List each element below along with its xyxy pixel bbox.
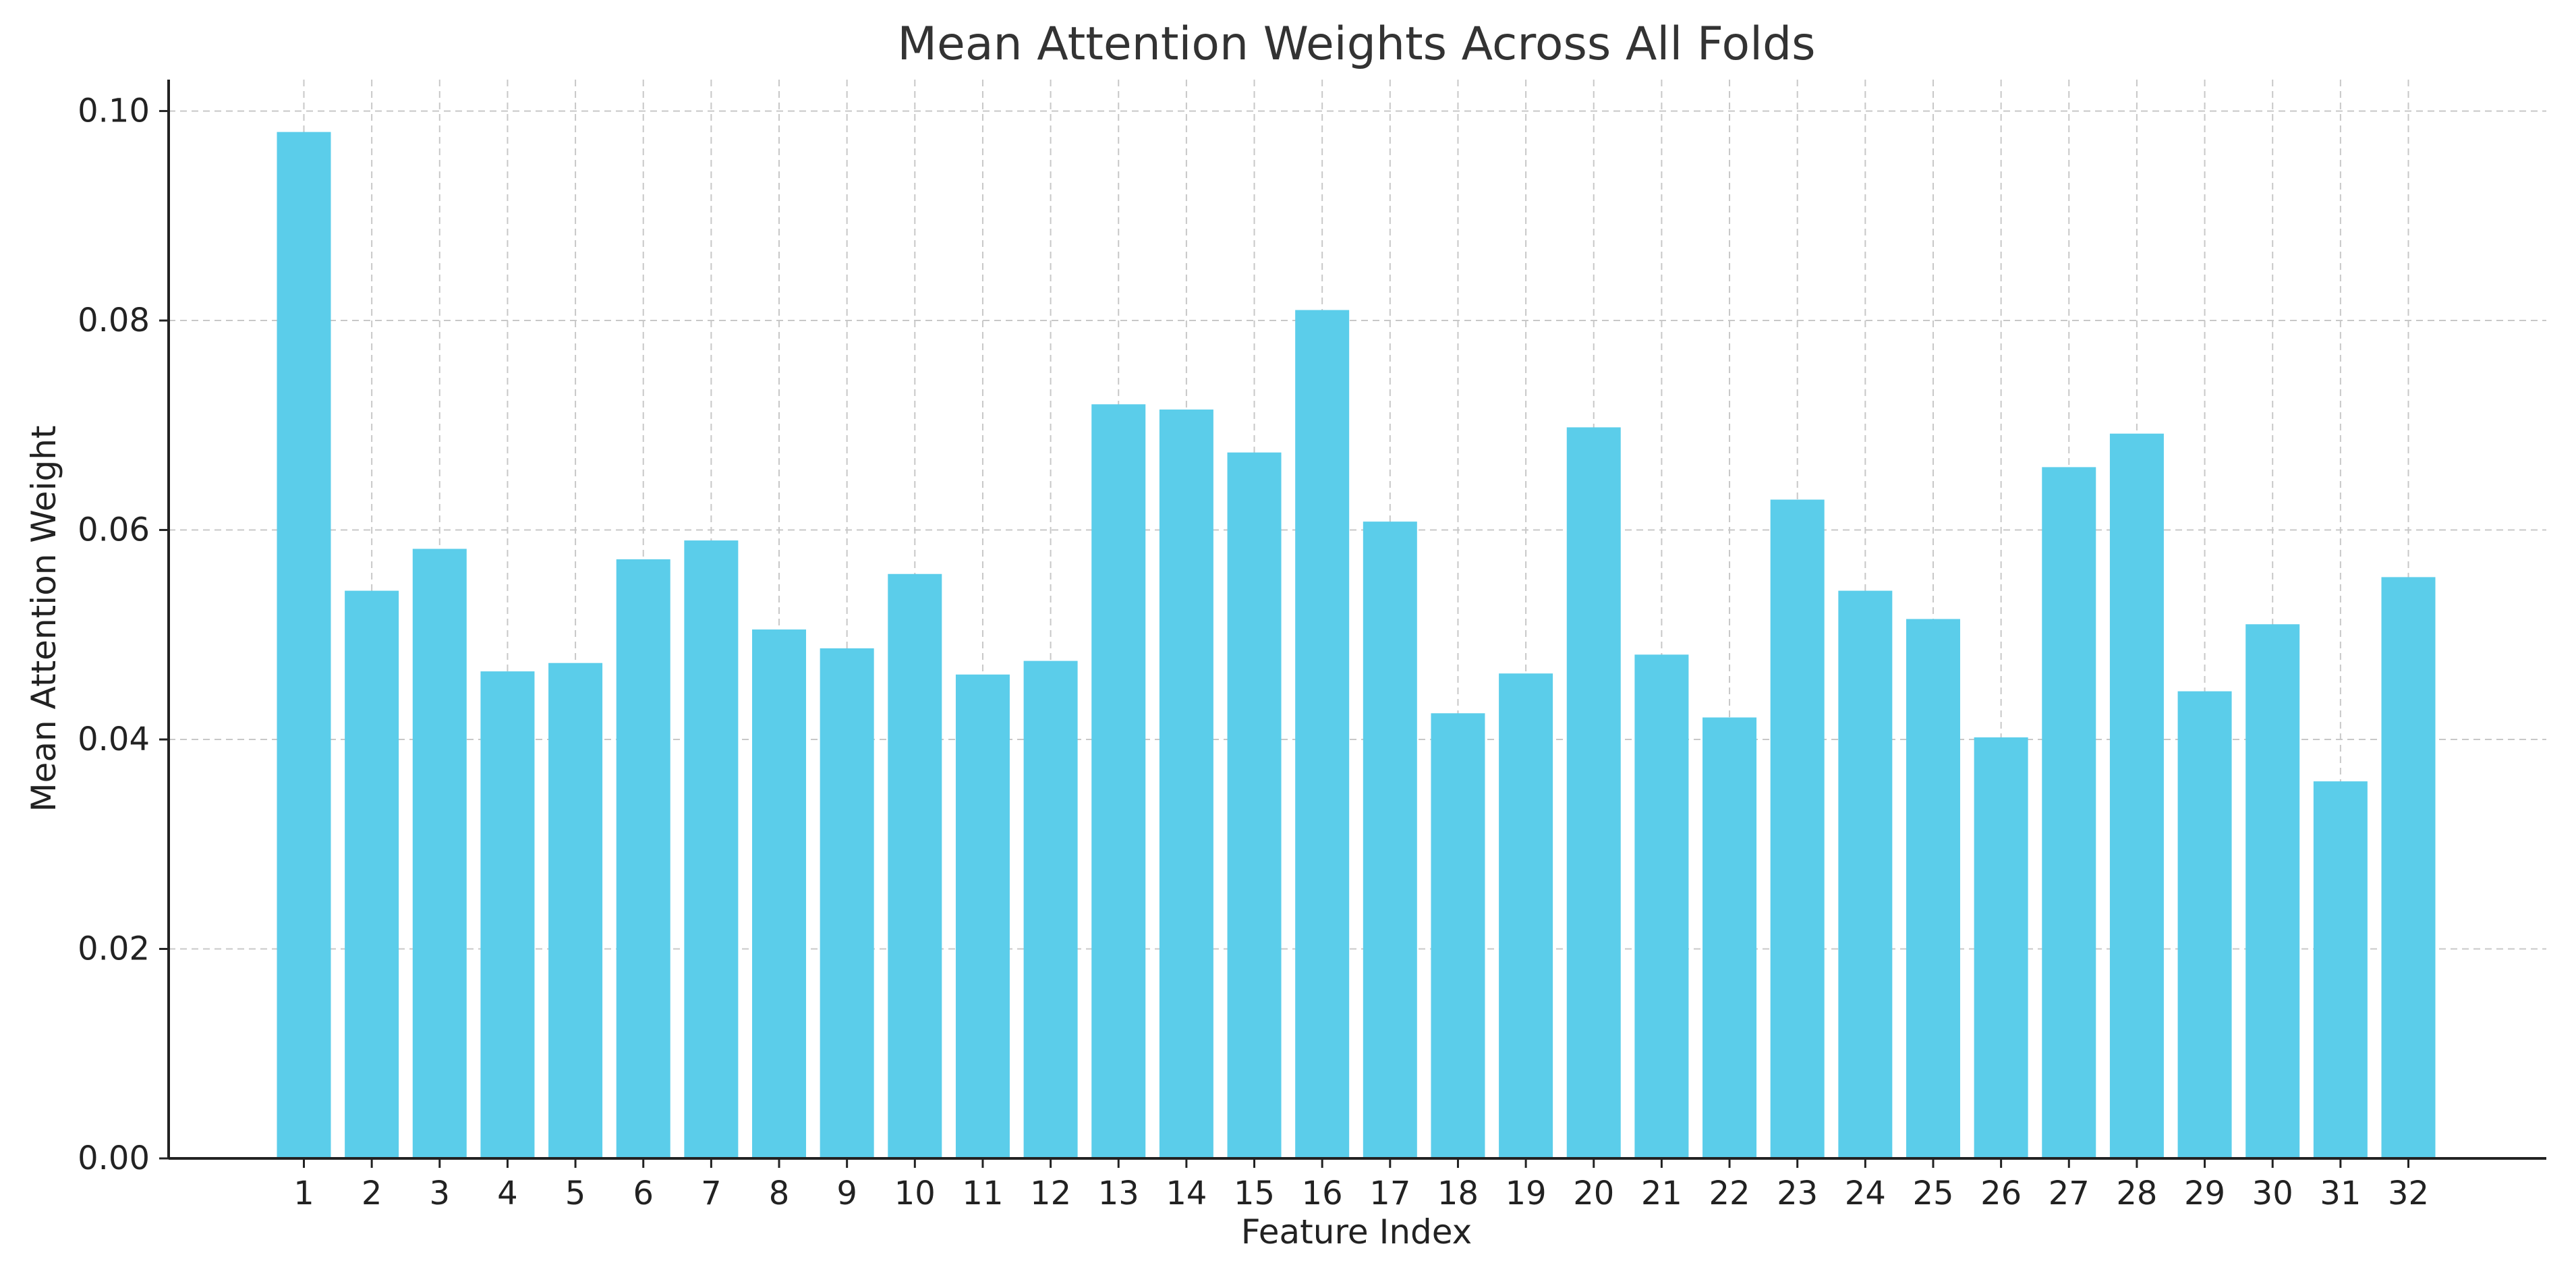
x-tick-label: 26 <box>1980 1175 2022 1212</box>
x-tick-label: 7 <box>701 1175 722 1212</box>
bars <box>277 132 2436 1159</box>
y-tick-label: 0.06 <box>78 511 150 549</box>
bar-feature-23 <box>1770 499 1825 1158</box>
bar-feature-5 <box>548 663 603 1158</box>
bar-feature-9 <box>820 648 874 1158</box>
bar-feature-26 <box>1974 737 2028 1158</box>
x-tick-label: 20 <box>1573 1175 1614 1212</box>
x-tick-label: 25 <box>1912 1175 1953 1212</box>
bar-feature-27 <box>2042 467 2096 1158</box>
y-tick-label: 0.00 <box>78 1140 150 1177</box>
x-tick-label: 22 <box>1709 1175 1750 1212</box>
bar-feature-32 <box>2381 577 2436 1158</box>
bar-feature-28 <box>2109 433 2164 1158</box>
bar-feature-2 <box>345 590 399 1158</box>
x-tick-label: 6 <box>633 1175 654 1212</box>
bar-feature-18 <box>1431 713 1485 1158</box>
bar-feature-14 <box>1159 410 1213 1158</box>
x-tick-label: 18 <box>1437 1175 1479 1212</box>
chart-title: Mean Attention Weights Across All Folds <box>897 18 1815 71</box>
y-tick-label: 0.10 <box>78 92 150 130</box>
bar-feature-22 <box>1702 717 1757 1158</box>
axes <box>167 80 2546 1160</box>
y-tick-label: 0.08 <box>78 302 150 339</box>
bar-feature-10 <box>888 573 942 1158</box>
x-tick-label: 32 <box>2388 1175 2429 1212</box>
bar-feature-13 <box>1091 404 1146 1158</box>
x-tick-label: 17 <box>1369 1175 1410 1212</box>
x-tick-label: 30 <box>2252 1175 2293 1212</box>
bar-feature-6 <box>616 559 670 1158</box>
bar-feature-15 <box>1227 452 1282 1158</box>
x-tick-label: 12 <box>1030 1175 1071 1212</box>
bar-feature-11 <box>955 674 1010 1158</box>
x-tick-label: 27 <box>2049 1175 2090 1212</box>
x-tick-label: 15 <box>1234 1175 1275 1212</box>
bar-feature-25 <box>1906 619 1960 1158</box>
x-tick-label: 3 <box>430 1175 451 1212</box>
x-tick-label: 24 <box>1845 1175 1886 1212</box>
x-axis-label: Feature Index <box>1241 1212 1472 1252</box>
bar-feature-17 <box>1363 522 1417 1158</box>
y-axis-label: Mean Attention Weight <box>24 426 63 812</box>
y-tick-label: 0.02 <box>78 930 150 968</box>
bar-feature-16 <box>1295 310 1350 1159</box>
x-tick-label: 19 <box>1506 1175 1547 1212</box>
x-tick-label: 11 <box>962 1175 1003 1212</box>
x-tick-label: 1 <box>293 1175 314 1212</box>
y-tick-label: 0.04 <box>78 721 150 758</box>
bar-feature-4 <box>480 671 535 1158</box>
x-tick-label: 13 <box>1098 1175 1139 1212</box>
x-tick-label: 21 <box>1641 1175 1682 1212</box>
x-tick-label: 29 <box>2184 1175 2225 1212</box>
bar-feature-21 <box>1634 654 1689 1158</box>
tick-labels: 0.000.020.040.060.080.101 2 3 4 5 6 7 8 9 10 11 12 1… <box>78 92 2429 1212</box>
bar-feature-3 <box>412 549 467 1158</box>
bar-feature-8 <box>752 629 807 1158</box>
x-tick-label: 4 <box>497 1175 518 1212</box>
bar-feature-24 <box>1838 590 1893 1158</box>
x-tick-label: 2 <box>362 1175 382 1212</box>
x-tick-label: 14 <box>1166 1175 1207 1212</box>
x-tick-label: 23 <box>1777 1175 1818 1212</box>
x-tick-label: 31 <box>2320 1175 2361 1212</box>
bar-feature-12 <box>1023 660 1078 1158</box>
x-tick-label: 16 <box>1302 1175 1343 1212</box>
bar-feature-1 <box>277 132 331 1159</box>
bar-feature-31 <box>2313 781 2368 1158</box>
x-tick-label: 5 <box>565 1175 586 1212</box>
x-tick-label: 28 <box>2116 1175 2157 1212</box>
bar-feature-29 <box>2177 691 2232 1158</box>
x-tick-label: 10 <box>894 1175 936 1212</box>
bar-feature-30 <box>2245 624 2300 1158</box>
x-tick-label: 8 <box>769 1175 790 1212</box>
bar-feature-19 <box>1499 673 1553 1158</box>
bar-feature-20 <box>1566 427 1621 1159</box>
bar-feature-7 <box>684 540 739 1158</box>
x-tick-label: 9 <box>836 1175 857 1212</box>
